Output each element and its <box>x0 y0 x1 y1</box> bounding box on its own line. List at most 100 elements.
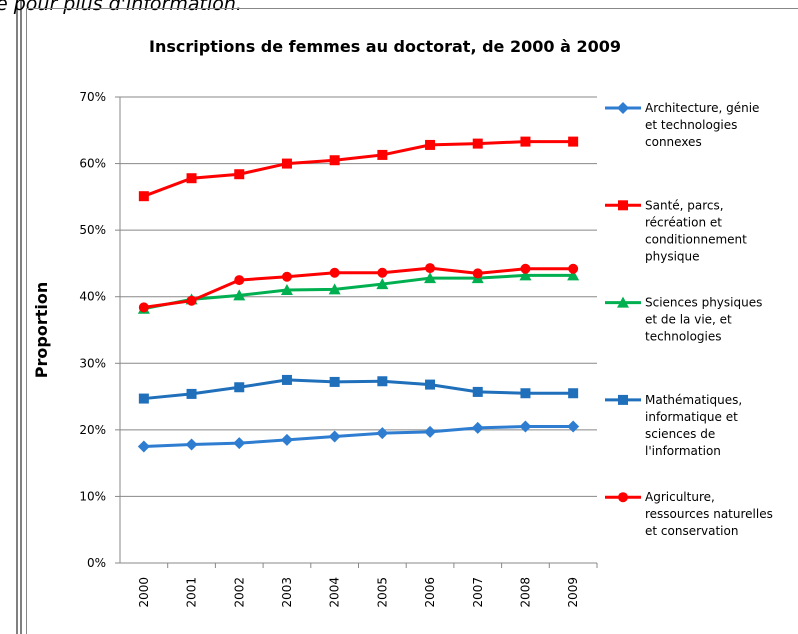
data-point <box>377 267 388 278</box>
legend-line-text: technologies <box>645 330 722 344</box>
legend-label: Architecture, génie et technologies conn… <box>645 101 763 149</box>
data-point <box>377 376 388 387</box>
y-tick-label: 0% <box>87 556 106 570</box>
x-tick-label: 2009 <box>566 577 580 608</box>
data-point <box>472 386 483 397</box>
legend-marker <box>617 102 629 114</box>
x-tick-label: 2003 <box>280 577 294 608</box>
data-point <box>328 430 341 443</box>
y-tick-label: 30% <box>79 356 106 370</box>
legend-line-text: l'information <box>645 444 721 458</box>
legend-marker <box>618 492 628 503</box>
legend-line-text: Santé, parcs, <box>645 198 727 212</box>
legend-line-text: récréation et <box>645 215 726 229</box>
data-point <box>377 149 388 160</box>
data-point <box>137 440 150 453</box>
data-point <box>376 278 389 290</box>
page-fragment: e pour plus d'information. <box>0 0 242 15</box>
legend-label: Mathématiques, informatique et sciences … <box>645 393 746 458</box>
legend-line-text: Sciences physiques <box>645 296 766 310</box>
data-point <box>233 289 246 301</box>
data-point <box>425 379 436 390</box>
data-point <box>329 376 340 387</box>
data-point <box>519 269 532 281</box>
data-point <box>186 173 197 184</box>
data-point <box>568 136 579 147</box>
data-point <box>328 283 341 295</box>
data-point <box>425 263 436 274</box>
data-point <box>281 158 292 169</box>
x-tick-label: 2002 <box>232 577 246 608</box>
data-point <box>329 155 340 166</box>
data-point <box>519 420 532 433</box>
data-point <box>281 374 292 385</box>
y-tick-label: 20% <box>79 423 106 437</box>
data-point <box>138 393 149 404</box>
legend-line-text: connexes <box>645 135 702 149</box>
series-line <box>143 425 574 448</box>
data-point <box>520 388 531 399</box>
data-point <box>424 425 437 438</box>
data-point <box>376 427 389 440</box>
legend-label: Sciences physiques et de la vie, et tech… <box>645 296 766 344</box>
legend-marker <box>618 394 628 405</box>
legend-label: Agriculture, ressources naturelles et co… <box>645 490 777 538</box>
data-point <box>424 272 437 284</box>
data-point <box>186 295 197 306</box>
data-point <box>233 437 246 450</box>
series-line <box>143 266 574 309</box>
legend-line-text: et de la vie, et <box>645 313 736 327</box>
data-point <box>234 169 245 180</box>
legend-line-text: informatique et <box>645 410 742 424</box>
data-point <box>568 388 579 399</box>
legend-marker <box>618 200 628 211</box>
legend-marker <box>617 296 629 308</box>
data-point <box>234 382 245 393</box>
data-point <box>567 420 580 433</box>
data-point <box>185 438 198 451</box>
data-point <box>281 271 292 282</box>
legend-line-text: ressources naturelles <box>645 507 777 521</box>
data-point <box>234 275 245 286</box>
data-point <box>568 263 579 274</box>
legend-line-text: Architecture, génie <box>645 101 763 115</box>
data-point <box>520 136 531 147</box>
series-line <box>143 273 574 311</box>
x-tick-label: 2001 <box>185 577 199 608</box>
data-point <box>472 138 483 149</box>
data-point <box>567 269 580 281</box>
x-tick-label: 2007 <box>471 577 485 608</box>
legend-label: Santé, parcs, récréation et conditionnem… <box>645 198 751 263</box>
y-tick-label: 50% <box>79 223 106 237</box>
series-line <box>143 140 574 198</box>
x-tick-label: 2008 <box>518 577 532 608</box>
series-line <box>143 378 574 401</box>
data-point <box>186 388 197 399</box>
x-tick-label: 2000 <box>137 577 151 608</box>
data-point <box>138 191 149 202</box>
chart-title: Inscriptions de femmes au doctorat, de 2… <box>149 37 621 56</box>
y-tick-label: 60% <box>79 157 106 171</box>
legend-line-text: et technologies <box>645 118 741 132</box>
data-point <box>280 433 293 446</box>
x-tick-label: 2006 <box>423 577 437 608</box>
data-point <box>472 268 483 279</box>
x-tick-label: 2004 <box>328 577 342 608</box>
data-point <box>471 421 484 434</box>
x-tick-label: 2005 <box>375 577 389 608</box>
data-point <box>329 267 340 278</box>
legend-line-text: et conservation <box>645 524 738 538</box>
y-tick-label: 70% <box>79 90 106 104</box>
data-point <box>425 139 436 150</box>
legend-line-text: Mathématiques, <box>645 393 746 407</box>
chart-border <box>26 8 798 634</box>
y-axis-title: Proportion <box>32 282 51 378</box>
data-point <box>138 302 149 313</box>
data-point <box>280 284 293 296</box>
y-tick-label: 40% <box>79 290 106 304</box>
legend-line-text: Agriculture, <box>645 490 719 504</box>
legend-line-text: physique <box>645 249 700 263</box>
data-point <box>520 263 531 274</box>
legend-line-text: sciences de <box>645 427 719 441</box>
